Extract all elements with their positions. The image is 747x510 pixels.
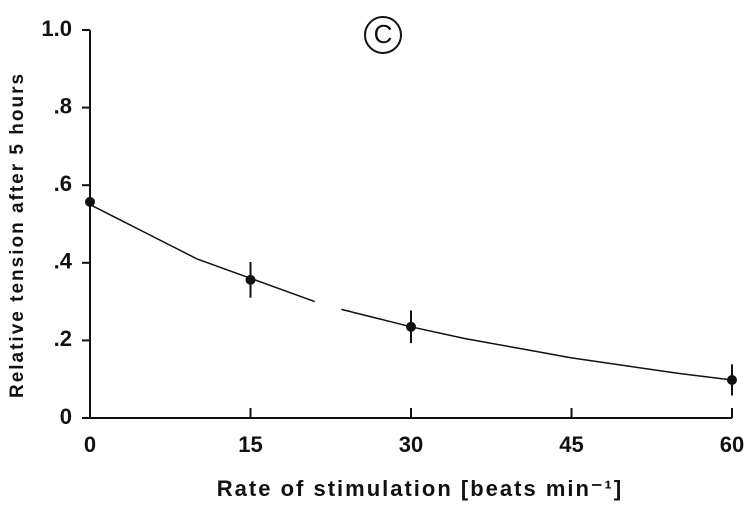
y-tick-label: .4: [54, 249, 73, 274]
y-tick-label: 1.0: [41, 16, 72, 41]
y-tick-label: .8: [54, 93, 72, 118]
y-tick-label: .2: [54, 326, 72, 351]
x-tick-label: 60: [720, 432, 744, 457]
x-axis-label: Rate of stimulation [beats min⁻¹]: [217, 476, 623, 501]
annotation: C: [374, 19, 393, 49]
annotation-circle: [364, 16, 402, 54]
y-tick-label: 0: [60, 404, 72, 429]
data-point: [245, 274, 256, 285]
x-tick-label: 0: [84, 432, 96, 457]
data-point: [727, 374, 737, 385]
x-tick-label: 30: [399, 432, 423, 457]
fit-curve: [89, 203, 315, 303]
y-tick-label: .6: [54, 171, 72, 196]
x-tick-label: 45: [559, 432, 583, 457]
y-axis-label: Relative tension after 5 hours: [7, 72, 28, 398]
x-tick-label: 15: [238, 432, 262, 457]
data-point: [406, 321, 416, 332]
fit-curve: [341, 308, 733, 381]
data-point: [85, 196, 95, 207]
